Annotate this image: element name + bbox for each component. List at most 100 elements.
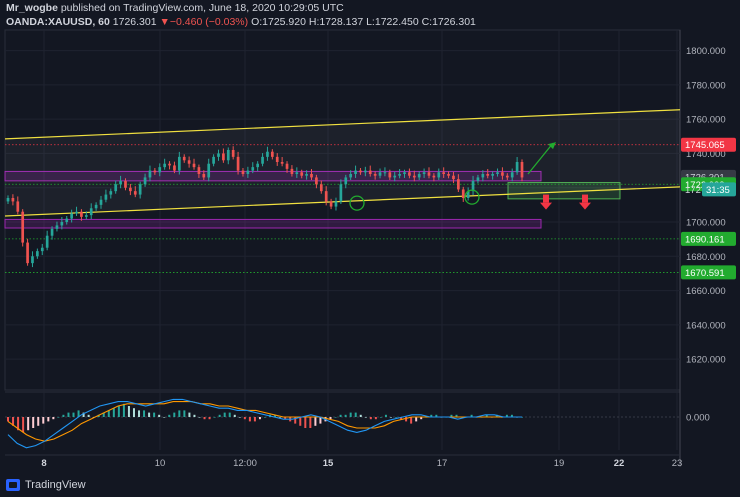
macd-histogram-bar <box>349 412 352 417</box>
macd-histogram-bar <box>233 414 236 417</box>
zone-box <box>4 170 542 182</box>
macd-histogram-bar <box>395 417 398 418</box>
macd-histogram-bar <box>339 414 342 417</box>
price-tick-label: 1660.000 <box>686 286 726 297</box>
macd-histogram-bar <box>163 417 166 418</box>
macd-histogram-bar <box>309 417 312 428</box>
macd-histogram-bar <box>57 417 60 418</box>
candle-body <box>261 156 264 164</box>
candle-body <box>182 156 186 161</box>
macd-histogram-bar <box>77 410 80 417</box>
price-tick-label: 1620.000 <box>686 355 726 366</box>
candle-body <box>153 170 157 173</box>
macd-histogram-bar <box>299 417 302 426</box>
macd-histogram-bar <box>450 414 453 417</box>
up-arrow-icon <box>527 142 554 175</box>
candle-body <box>388 172 392 178</box>
macd-histogram-bar <box>364 417 367 418</box>
macd-histogram-bar <box>379 417 382 418</box>
time-tick-label: 12:00 <box>233 458 257 469</box>
macd-histogram-bar <box>72 412 75 417</box>
macd-histogram-bar <box>344 414 347 417</box>
candle-body <box>6 198 10 202</box>
candle-body <box>226 150 230 161</box>
candle-body <box>256 163 260 168</box>
candle-body <box>295 172 299 174</box>
candle-body <box>319 184 323 192</box>
candle-body <box>133 191 137 195</box>
macd-histogram-bar <box>415 417 418 422</box>
down-arrow-head-icon <box>579 202 591 210</box>
candle-body <box>510 172 514 178</box>
candle-body <box>471 180 475 192</box>
candle-body <box>290 168 294 174</box>
macd-histogram-bar <box>122 403 125 417</box>
time-tick-label: 22 <box>614 458 625 469</box>
candle-body <box>354 170 357 174</box>
macd-histogram-bar <box>52 417 55 420</box>
candle-body <box>349 174 353 178</box>
candle-body <box>310 174 313 178</box>
tradingview-logo-icon <box>6 479 20 491</box>
open-value: 1725.920 <box>262 16 306 28</box>
footer-brand[interactable]: TradingView <box>6 479 86 491</box>
macd-histogram-bar <box>294 417 297 424</box>
candle-body <box>129 187 132 192</box>
macd-histogram-bar <box>188 412 191 417</box>
macd-histogram-bar <box>435 414 438 417</box>
macd-histogram-bar <box>420 417 423 420</box>
channel-upper-line <box>4 109 681 140</box>
candle-body <box>305 174 308 176</box>
candle-body <box>496 172 499 174</box>
macd-histogram-bar <box>470 414 473 417</box>
macd-histogram-bar <box>258 417 261 420</box>
macd-histogram-bar <box>369 417 372 420</box>
candle-body <box>11 198 15 202</box>
candle-body <box>36 251 39 257</box>
candle-body <box>143 177 147 185</box>
author-name[interactable]: Mr_wogbe <box>6 2 58 14</box>
macd-histogram-bar <box>12 417 15 426</box>
candle-body <box>138 184 142 195</box>
macd-histogram-bar <box>102 412 105 417</box>
candle-body <box>466 191 470 198</box>
change-down-icon: ▼ <box>159 16 170 28</box>
macd-histogram-bar <box>485 414 488 417</box>
candle-body <box>476 177 480 181</box>
candle-body <box>452 175 455 180</box>
macd-histogram-bar <box>304 417 307 428</box>
symbol-name[interactable]: OANDA:XAUUSD, 60 <box>6 16 110 28</box>
candle-body <box>329 201 333 207</box>
macd-histogram-bar <box>248 417 251 422</box>
candle-body <box>437 172 441 178</box>
macd-histogram-bar <box>178 410 181 417</box>
down-arrow-icon <box>543 194 549 203</box>
price-tick-label: 1740.000 <box>686 149 726 160</box>
candle-body <box>236 156 240 171</box>
candle-body <box>21 211 25 243</box>
candle-body <box>457 179 460 190</box>
countdown-text: 31:35 <box>706 185 730 196</box>
touch-circle <box>464 189 480 205</box>
candle-body <box>393 175 397 178</box>
candle-body <box>173 165 176 171</box>
macd-histogram-bar <box>223 412 226 417</box>
macd-histogram-bar <box>374 417 377 420</box>
candle-body <box>246 170 250 174</box>
macd-histogram-bar <box>22 417 25 433</box>
candle-body <box>55 225 59 229</box>
candle-body <box>408 172 411 176</box>
candle-body <box>505 175 509 178</box>
price-label-text: 1745.065 <box>685 140 725 151</box>
zone-box <box>4 218 542 229</box>
candle-body <box>148 170 152 178</box>
macd-histogram-bar <box>153 412 156 417</box>
macd-histogram-bar <box>158 414 161 417</box>
candle-body <box>26 242 29 264</box>
candle-body <box>403 172 406 174</box>
candle-body <box>364 170 367 173</box>
time-tick-label: 15 <box>323 458 334 469</box>
macd-histogram-bar <box>430 414 433 417</box>
macd-histogram-bar <box>132 408 135 417</box>
